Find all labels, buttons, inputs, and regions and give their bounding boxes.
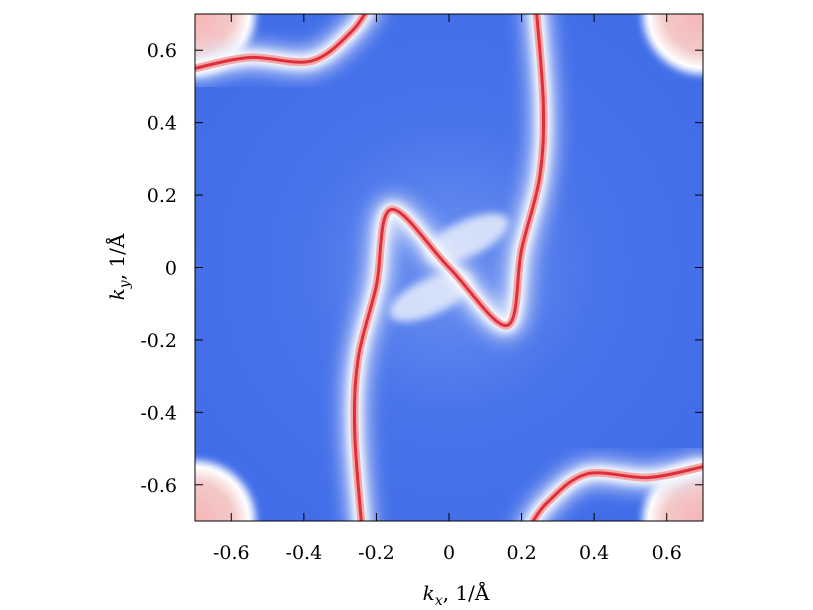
x-tick-label: -0.2 [358, 542, 395, 564]
x-tick-label: 0.6 [652, 542, 682, 564]
x-tick-label: 0.4 [579, 542, 609, 564]
y-axis-label: ky, 1/Å [104, 233, 133, 300]
x-tick-label: 0 [443, 542, 455, 564]
x-axis-label-var: k [423, 581, 435, 605]
central-band [352, 14, 546, 521]
y-tick-label: -0.6 [140, 475, 177, 497]
arc-top-left [195, 14, 367, 70]
arc-bottom-right [531, 465, 703, 521]
x-tick-label: 0.2 [506, 542, 536, 564]
corner-pocket [648, 14, 703, 69]
y-axis-label-sub: y [117, 279, 133, 289]
x-axis-label-unit: , 1/Å [443, 580, 490, 605]
y-axis-label-var: k [105, 288, 129, 300]
x-axis-label: kx, 1/Å [423, 580, 490, 609]
y-tick-label: 0.4 [147, 113, 177, 135]
plot-area [195, 14, 703, 521]
x-tick-label: -0.6 [213, 542, 250, 564]
y-axis-label-unit: , 1/Å [104, 233, 129, 280]
y-axis-ticks: -0.6 -0.4 -0.2 0 0.2 0.4 0.6 [140, 40, 703, 497]
corner-pocket [195, 466, 250, 521]
y-tick-label: 0.2 [147, 185, 177, 207]
x-tick-label: -0.4 [286, 542, 323, 564]
y-tick-label: -0.2 [140, 330, 177, 352]
x-axis-ticks: -0.6 -0.4 -0.2 0 0.2 0.4 0.6 [213, 14, 682, 564]
y-tick-label: 0 [165, 258, 177, 280]
x-axis-label-sub: x [435, 593, 443, 609]
band-features [195, 14, 703, 521]
y-tick-label: -0.4 [140, 402, 177, 424]
y-tick-label: 0.6 [147, 40, 177, 62]
